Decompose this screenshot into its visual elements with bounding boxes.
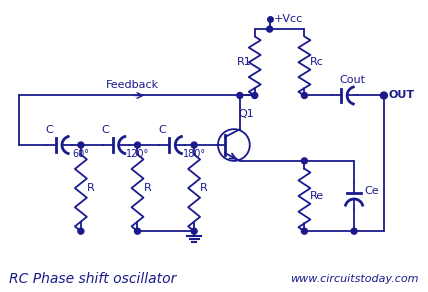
Circle shape	[351, 228, 357, 234]
Text: R: R	[87, 183, 95, 193]
Text: C: C	[158, 125, 166, 135]
Text: Re: Re	[309, 191, 324, 201]
Circle shape	[301, 93, 307, 98]
Text: R1: R1	[237, 57, 252, 67]
Text: C: C	[102, 125, 110, 135]
Text: R: R	[143, 183, 151, 193]
Text: R: R	[200, 183, 208, 193]
Text: Ce: Ce	[364, 186, 379, 196]
Circle shape	[78, 228, 84, 234]
Circle shape	[78, 142, 84, 148]
Circle shape	[301, 228, 307, 234]
Text: OUT: OUT	[389, 91, 415, 100]
Circle shape	[191, 142, 197, 148]
Circle shape	[134, 228, 140, 234]
Circle shape	[252, 93, 258, 98]
Text: www.circuitstoday.com: www.circuitstoday.com	[290, 274, 419, 284]
Text: RC Phase shift oscillator: RC Phase shift oscillator	[9, 272, 177, 286]
Text: Rc: Rc	[309, 57, 323, 67]
Circle shape	[237, 93, 243, 98]
Circle shape	[380, 92, 387, 99]
Text: Q1: Q1	[239, 109, 255, 119]
Circle shape	[267, 26, 273, 32]
Text: +Vcc: +Vcc	[273, 14, 303, 24]
Text: 180°: 180°	[183, 149, 206, 159]
Circle shape	[134, 142, 140, 148]
Circle shape	[191, 228, 197, 234]
Text: 120°: 120°	[126, 149, 149, 159]
Text: C: C	[45, 125, 53, 135]
Text: 60°: 60°	[72, 149, 89, 159]
Circle shape	[301, 158, 307, 164]
Text: Feedback: Feedback	[105, 79, 159, 90]
Text: Cout: Cout	[339, 74, 365, 85]
